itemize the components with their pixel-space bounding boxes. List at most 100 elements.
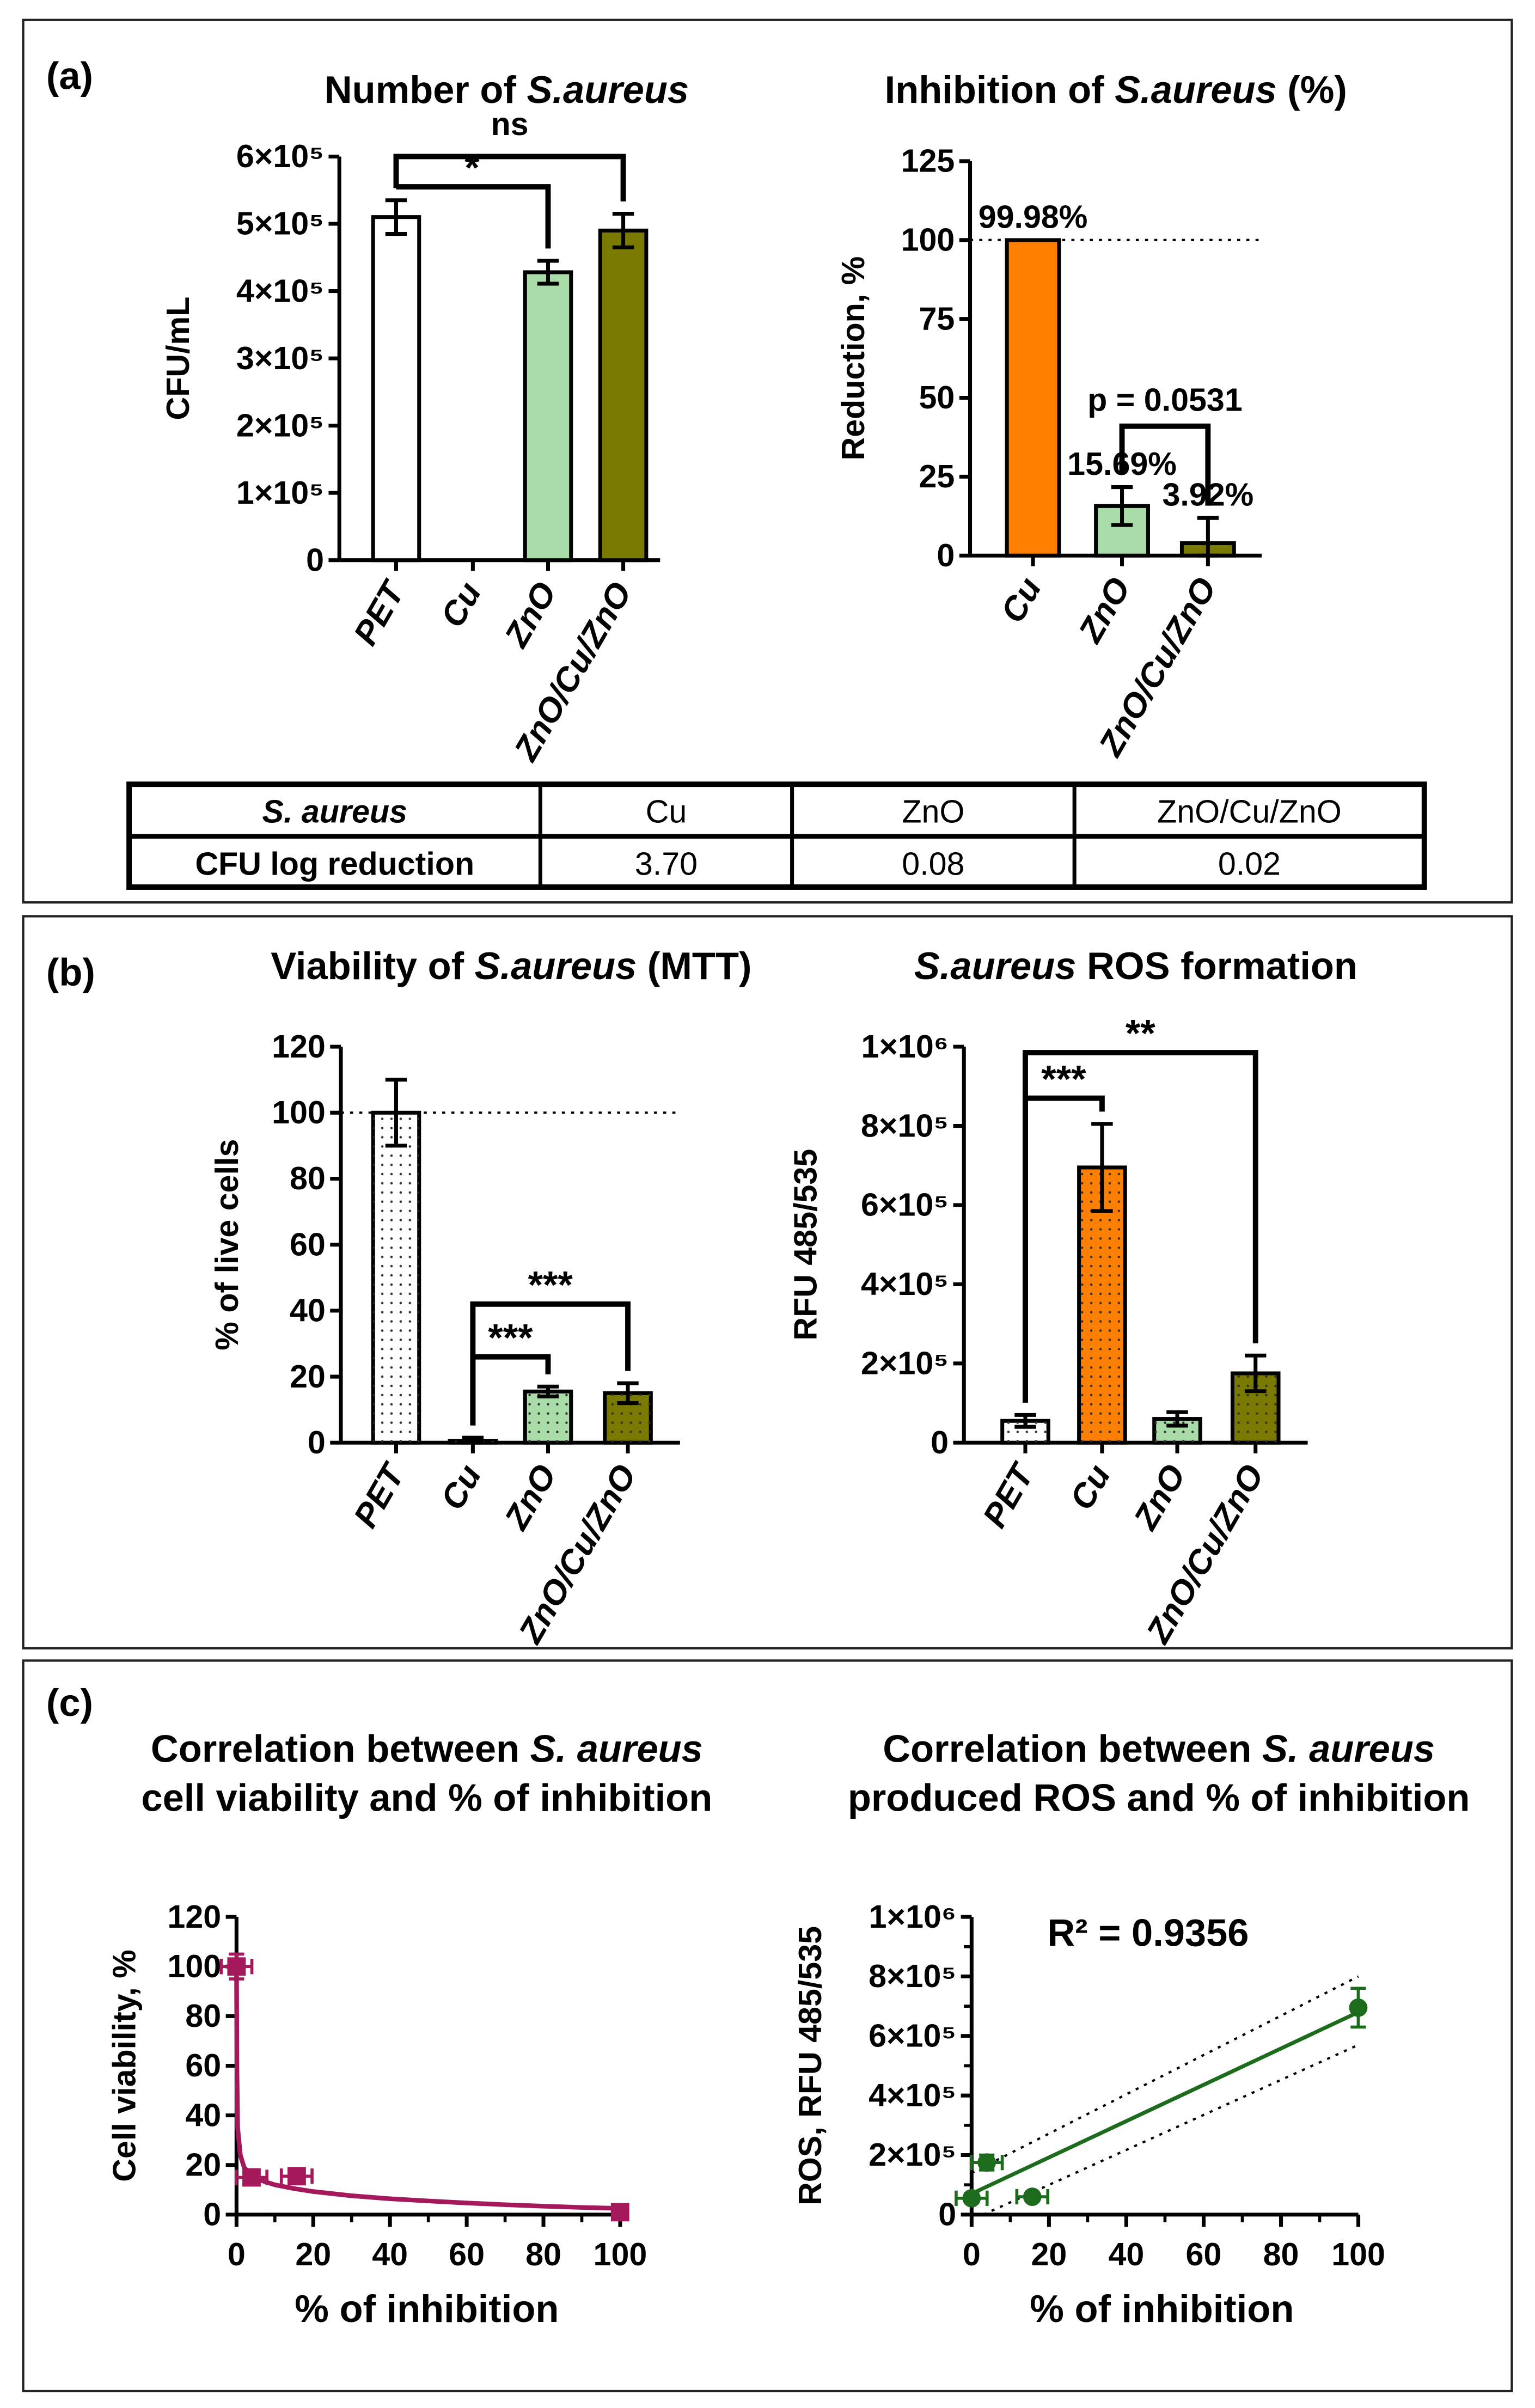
panel-b-frame [22, 915, 1513, 1650]
x-tick-label: 20 [1031, 2236, 1067, 2272]
chart-a2: 0 25 50 75 100 125 Reduction, % Inhibition of S… [835, 68, 1347, 763]
title-part: (%) [1277, 68, 1347, 111]
category-label: Cu [433, 1458, 488, 1516]
y-tick-label: 2×10⁵ [869, 2136, 956, 2173]
significance-label: * [464, 146, 480, 189]
y-tick-label: 8×10⁵ [869, 1958, 956, 1994]
x-tick-label: 100 [1331, 2236, 1385, 2272]
y-axis-label: ROS, RFU 485/535 [792, 1926, 828, 2205]
panel-label-c: (c) [46, 1681, 93, 1724]
y-tick-label: 6×10⁵ [869, 2018, 956, 2054]
y-tick-label: 5×10⁵ [236, 205, 324, 242]
significance-bracket [1119, 423, 1211, 506]
chart-title: Inhibition of S.aureus (%) [885, 68, 1347, 111]
x-tick-label: 100 [594, 2236, 647, 2272]
significance-bracket [1023, 1050, 1258, 1403]
y-tick-label: 0 [931, 1424, 949, 1460]
title-part: S. aureus [1262, 1727, 1435, 1770]
error-bar [537, 1384, 559, 1398]
chart-title: Correlation between S. aureus [883, 1727, 1435, 1770]
significance-label: *** [488, 1316, 533, 1359]
chart-b1: 0 20 40 60 80 100 120 % of live cells Viability … [209, 944, 751, 1650]
r-squared-annotation: R² = 0.9356 [1047, 1911, 1249, 1954]
chart-title: S.aureus ROS formation [914, 944, 1357, 987]
significance-bracket [393, 154, 626, 201]
y-tick-label: 1×10⁶ [861, 1028, 949, 1065]
bar-pattern [1079, 1167, 1126, 1443]
y-tick-label: 75 [919, 300, 955, 337]
category-label: ZnO [1126, 1458, 1193, 1537]
error-bar [1014, 1413, 1036, 1429]
category-label: ZnO [1071, 571, 1138, 650]
title-part: S.aureus [914, 944, 1077, 987]
y-tick-label: 120 [167, 1898, 221, 1935]
data-point [227, 1957, 246, 1976]
log-reduction-table: S. aureus Cu ZnO ZnO/Cu/ZnO CFU log reductio… [126, 781, 1427, 890]
title-part: (MTT) [637, 944, 751, 987]
y-tick-label: 4×10⁵ [236, 272, 324, 309]
panel-label-a: (a) [46, 54, 93, 97]
chart-b2: 0 2×10⁵ 4×10⁵ 6×10⁵ 8×10⁵ 1×10⁶ RFU 485/535 S.a… [787, 944, 1357, 1650]
y-axis-label: Reduction, % [835, 256, 871, 461]
data-point [962, 2189, 981, 2208]
value-label: 99.98% [979, 198, 1088, 235]
error-bar [462, 1435, 484, 1445]
title-part: Viability of [271, 944, 474, 987]
x-tick-label: 0 [228, 2236, 246, 2272]
y-tick-label: 4×10⁵ [861, 1266, 949, 1302]
y-axis-label: Cell viability, % [106, 1949, 142, 2181]
data-point [977, 2153, 996, 2172]
y-tick-label: 6×10⁵ [861, 1187, 949, 1223]
error-bar [617, 1381, 639, 1405]
data-point [610, 2203, 629, 2222]
panel-c-frame [22, 1659, 1513, 2393]
y-axis-label: RFU 485/535 [787, 1149, 824, 1341]
bar [371, 215, 421, 563]
category-label: Cu [433, 576, 488, 634]
confidence-band-lower [982, 2044, 1359, 2216]
data-point [287, 2167, 306, 2186]
bar-pattern [525, 1391, 571, 1443]
y-tick-label: 40 [290, 1292, 326, 1329]
x-tick-label: 80 [525, 2236, 561, 2272]
title-part: S.aureus [1115, 68, 1277, 111]
y-tick-label: 50 [919, 379, 955, 415]
category-label: ZnO [497, 1458, 564, 1537]
category-label: Cu [994, 571, 1049, 629]
error-bar [612, 211, 634, 249]
bar-pattern [373, 1113, 419, 1443]
chart-c1: 0 20 40 60 80 100 120 Cell viability, % Correlat… [106, 1727, 712, 2330]
y-tick-label: 0 [306, 541, 324, 578]
y-tick-label: 3×10⁵ [236, 340, 324, 376]
bar [523, 270, 573, 563]
significance-label: *** [1041, 1057, 1086, 1100]
title-part: Correlation between [883, 1727, 1262, 1770]
y-tick-label: 125 [901, 143, 955, 179]
x-tick-label: 60 [449, 2236, 485, 2272]
y-tick-label: 6×10⁵ [236, 138, 324, 174]
significance-label: *** [528, 1263, 573, 1306]
y-tick-label: 100 [272, 1094, 326, 1130]
y-tick-label: 80 [185, 1997, 221, 2034]
error-bar [1091, 1122, 1113, 1213]
confidence-band-upper [971, 1975, 1359, 2174]
y-tick-label: 120 [272, 1028, 326, 1065]
table-cell: 0.02 [1218, 845, 1281, 882]
table-cell: CFU log reduction [195, 845, 474, 882]
y-tick-label: 8×10⁵ [861, 1107, 949, 1144]
error-bar [1166, 1410, 1188, 1428]
y-axis-label: CFU/mL [160, 297, 196, 420]
x-tick-label: 60 [1186, 2236, 1222, 2272]
y-tick-label: 60 [290, 1226, 326, 1262]
x-axis-label: % of inhibition [1030, 2287, 1294, 2330]
y-tick-label: 1×10⁶ [869, 1898, 957, 1935]
x-tick-label: 80 [1263, 2236, 1299, 2272]
table-header-cell: ZnO/Cu/ZnO [1157, 793, 1342, 830]
bar [1005, 238, 1061, 558]
error-bar [1111, 485, 1133, 527]
y-tick-label: 100 [901, 222, 955, 258]
title-part: S. aureus [530, 1727, 703, 1770]
error-bar [1197, 516, 1219, 558]
significance-label: p = 0.0531 [1087, 381, 1243, 418]
title-part: Inhibition of [885, 68, 1115, 111]
